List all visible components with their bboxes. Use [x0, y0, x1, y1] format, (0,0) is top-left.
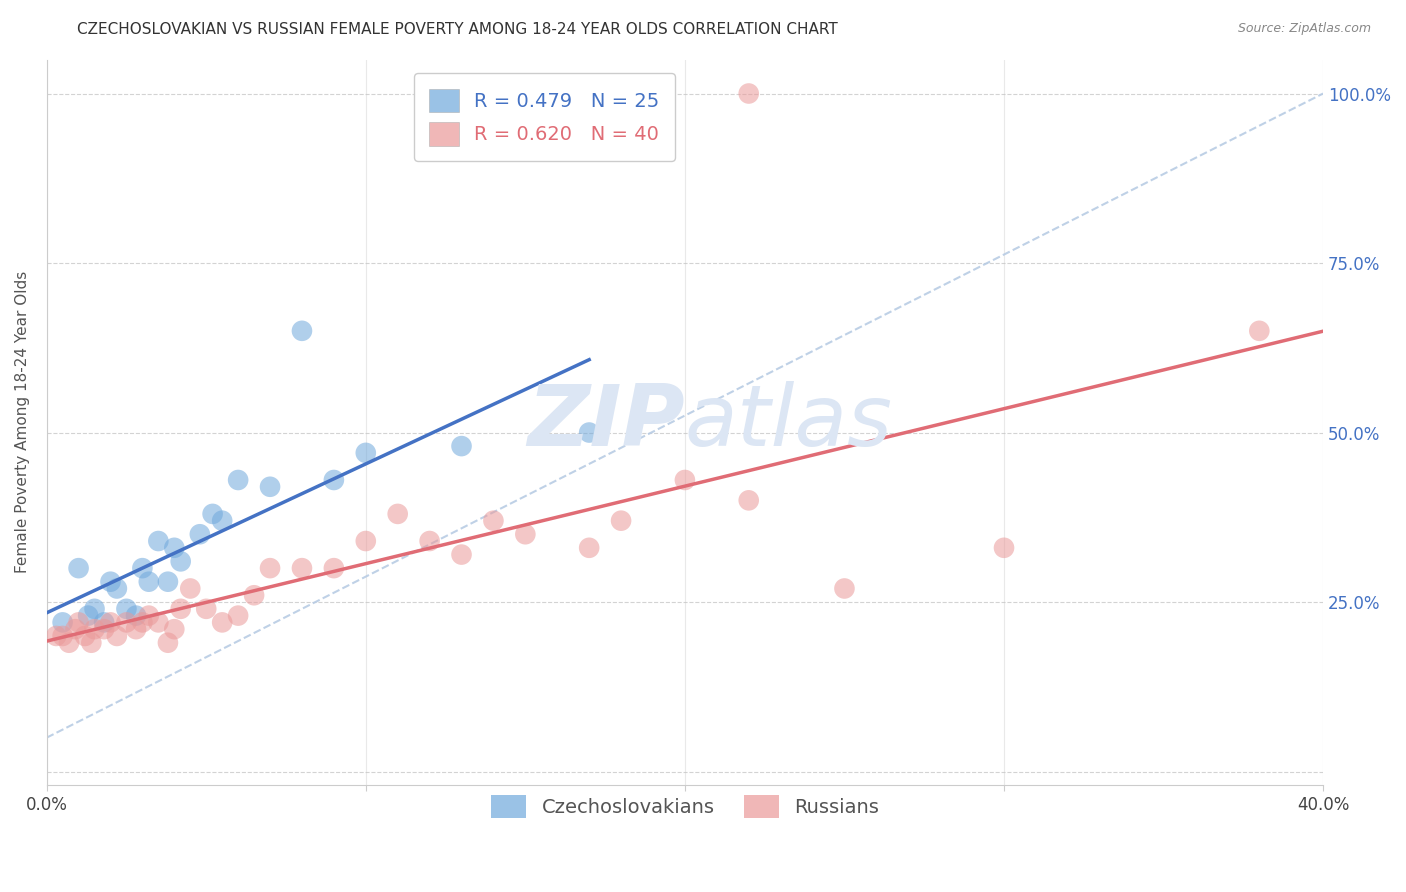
Point [163, 622, 186, 636]
Point [354, 534, 377, 549]
Point [738, 87, 761, 101]
Text: atlas: atlas [685, 381, 893, 464]
Point [1249, 324, 1271, 338]
Point [77, 608, 100, 623]
Point [52, 615, 75, 630]
Point [450, 439, 472, 453]
Point [65, 622, 87, 636]
Point [125, 622, 148, 636]
Point [83, 622, 105, 636]
Point [52, 629, 75, 643]
Point [419, 534, 441, 549]
Point [578, 541, 600, 555]
Point [291, 561, 314, 575]
Point [201, 507, 224, 521]
Point [148, 534, 170, 549]
Point [322, 561, 344, 575]
Point [993, 541, 1015, 555]
Point [105, 629, 128, 643]
Point [195, 602, 218, 616]
Point [125, 608, 148, 623]
Point [163, 541, 186, 555]
Point [100, 574, 122, 589]
Point [105, 582, 128, 596]
Point [188, 527, 211, 541]
Legend: Czechoslovakians, Russians: Czechoslovakians, Russians [484, 787, 887, 826]
Point [58, 636, 80, 650]
Point [834, 582, 856, 596]
Point [131, 561, 153, 575]
Point [93, 622, 115, 636]
Point [259, 561, 281, 575]
Point [138, 574, 160, 589]
Point [170, 602, 193, 616]
Point [387, 507, 409, 521]
Point [73, 629, 96, 643]
Point [211, 615, 233, 630]
Point [179, 582, 201, 596]
Point [482, 514, 505, 528]
Point [83, 602, 105, 616]
Point [243, 588, 266, 602]
Point [259, 480, 281, 494]
Point [156, 574, 179, 589]
Point [80, 636, 103, 650]
Point [226, 608, 249, 623]
Text: ZIP: ZIP [527, 381, 685, 464]
Point [515, 527, 537, 541]
Point [100, 615, 122, 630]
Point [578, 425, 600, 440]
Point [131, 615, 153, 630]
Point [226, 473, 249, 487]
Point [156, 636, 179, 650]
Point [67, 561, 90, 575]
Point [170, 554, 193, 568]
Point [148, 615, 170, 630]
Text: Source: ZipAtlas.com: Source: ZipAtlas.com [1237, 22, 1371, 36]
Point [450, 548, 472, 562]
Point [67, 615, 90, 630]
Point [610, 514, 633, 528]
Point [45, 629, 67, 643]
Text: CZECHOSLOVAKIAN VS RUSSIAN FEMALE POVERTY AMONG 18-24 YEAR OLDS CORRELATION CHAR: CZECHOSLOVAKIAN VS RUSSIAN FEMALE POVERT… [77, 22, 838, 37]
Point [138, 608, 160, 623]
Point [738, 493, 761, 508]
Point [211, 514, 233, 528]
Point [115, 602, 138, 616]
Point [322, 473, 344, 487]
Point [115, 615, 138, 630]
Point [93, 615, 115, 630]
Point [354, 446, 377, 460]
Point [673, 473, 696, 487]
Y-axis label: Female Poverty Among 18-24 Year Olds: Female Poverty Among 18-24 Year Olds [15, 271, 30, 574]
Point [291, 324, 314, 338]
